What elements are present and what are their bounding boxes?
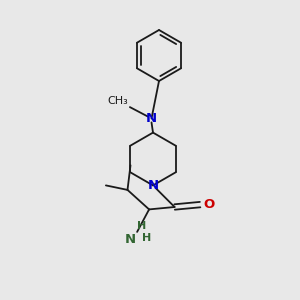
Text: N: N bbox=[147, 179, 159, 192]
Text: N: N bbox=[146, 112, 157, 125]
Text: H: H bbox=[142, 233, 151, 243]
Text: H: H bbox=[137, 221, 146, 231]
Text: CH₃: CH₃ bbox=[108, 96, 128, 106]
Text: O: O bbox=[203, 198, 214, 211]
Text: N: N bbox=[124, 233, 136, 246]
